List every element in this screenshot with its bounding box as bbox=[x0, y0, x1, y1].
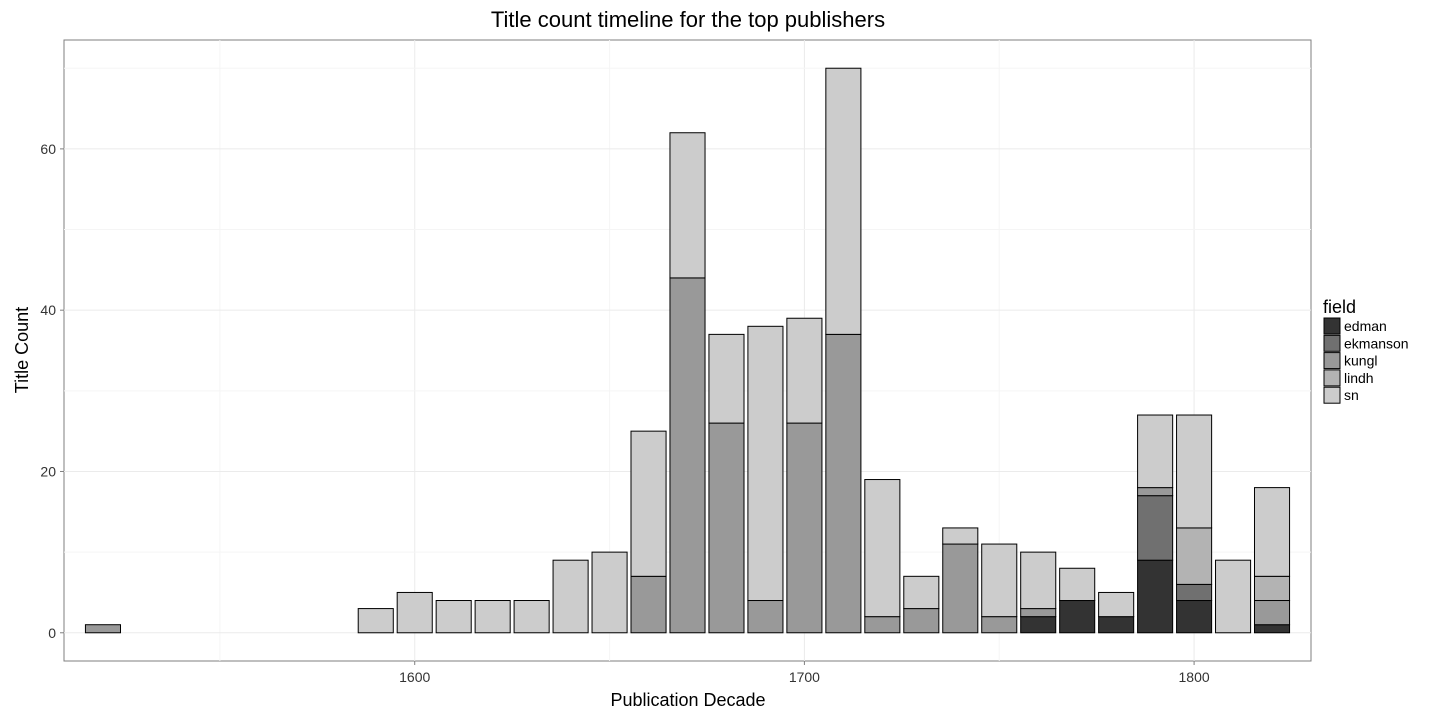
bar-segment-kungl bbox=[84, 624, 122, 634]
bar-segment-lindh bbox=[1253, 575, 1291, 602]
bar-segment-sn bbox=[1098, 591, 1135, 618]
bar-segment-kungl bbox=[1020, 608, 1057, 618]
legend-swatch-ekmanson bbox=[1323, 334, 1341, 352]
bar-segment-kungl bbox=[786, 422, 823, 634]
bar-segment-lindh bbox=[1176, 527, 1213, 585]
x-axis: 1600 1700 1800 bbox=[399, 661, 1210, 685]
bar-segment-sn bbox=[435, 600, 472, 634]
bar-segment-kungl bbox=[825, 333, 862, 634]
bar-segment-sn bbox=[1020, 551, 1057, 610]
legend-swatch-sn bbox=[1323, 386, 1341, 404]
bar-segment-sn bbox=[903, 575, 940, 610]
bar-segment-sn bbox=[708, 333, 745, 424]
bar-segment-sn bbox=[1137, 414, 1174, 489]
bar-segment-sn bbox=[825, 67, 862, 335]
bar-segment-sn bbox=[357, 608, 394, 634]
bar-segment-sn bbox=[591, 551, 628, 634]
bar-segment-ekmanson bbox=[1137, 495, 1174, 561]
bar-segment-sn bbox=[747, 325, 784, 602]
bar-segment-edman bbox=[1098, 616, 1135, 634]
bar-segment-sn bbox=[552, 559, 589, 634]
x-tick-label: 1700 bbox=[789, 669, 820, 685]
legend-title: field bbox=[1323, 297, 1356, 317]
bar-segment-edman bbox=[1176, 600, 1213, 634]
bar-segment-kungl bbox=[747, 600, 784, 634]
bar-segment-edman bbox=[1059, 600, 1096, 634]
bar-segment-sn bbox=[864, 479, 901, 618]
bar-segment-kungl bbox=[708, 422, 745, 634]
bar-segment-kungl bbox=[1253, 600, 1291, 626]
legend-swatch-lindh bbox=[1323, 369, 1341, 387]
bar-segment-sn bbox=[1176, 414, 1213, 529]
bar-segment-ekmanson bbox=[1176, 583, 1213, 602]
legend-label-kungl: kungl bbox=[1344, 353, 1377, 369]
bar-segment-sn bbox=[981, 543, 1018, 618]
bar-segment-sn bbox=[942, 527, 979, 545]
legend-label-lindh: lindh bbox=[1344, 370, 1374, 386]
bar-segment-kungl bbox=[864, 616, 901, 634]
bar-segment-kungl bbox=[903, 608, 940, 634]
y-axis: 0 20 40 60 bbox=[40, 141, 64, 641]
x-tick-label: 1600 bbox=[399, 669, 430, 685]
x-axis-title: Publication Decade bbox=[610, 690, 765, 710]
bar-segment-kungl bbox=[981, 616, 1018, 634]
bar-segment-edman bbox=[1253, 624, 1291, 634]
bar-segment-kungl bbox=[1137, 487, 1174, 497]
bar-segment-edman bbox=[1020, 616, 1057, 634]
y-tick-label: 20 bbox=[40, 463, 56, 479]
legend-swatch-kungl bbox=[1323, 352, 1341, 370]
y-tick-label: 60 bbox=[40, 141, 56, 157]
bar-segment-sn bbox=[630, 430, 667, 577]
bar-segment-sn bbox=[1059, 567, 1096, 602]
legend-label-sn: sn bbox=[1344, 387, 1359, 403]
bar-segment-sn bbox=[1253, 487, 1291, 577]
bar-segment-edman bbox=[1137, 559, 1174, 634]
y-axis-title: Title Count bbox=[12, 307, 32, 393]
bar-segment-sn bbox=[474, 600, 511, 634]
bar-segment-kungl bbox=[669, 277, 706, 634]
legend-label-edman: edman bbox=[1344, 318, 1387, 334]
bar-segment-kungl bbox=[942, 543, 979, 634]
bar-segment-sn bbox=[396, 591, 433, 634]
chart-title: Title count timeline for the top publish… bbox=[491, 7, 885, 32]
y-tick-label: 0 bbox=[48, 625, 56, 641]
bar-segment-kungl bbox=[630, 575, 667, 634]
bar-segment-sn bbox=[513, 600, 550, 634]
y-tick-label: 40 bbox=[40, 302, 56, 318]
bars bbox=[84, 67, 1291, 634]
legend-label-ekmanson: ekmanson bbox=[1344, 335, 1409, 351]
bar-segment-sn bbox=[1215, 559, 1252, 634]
bar-segment-sn bbox=[669, 132, 706, 279]
legend-swatch-edman bbox=[1323, 317, 1341, 335]
x-tick-label: 1800 bbox=[1179, 669, 1210, 685]
bar-segment-sn bbox=[786, 317, 823, 424]
